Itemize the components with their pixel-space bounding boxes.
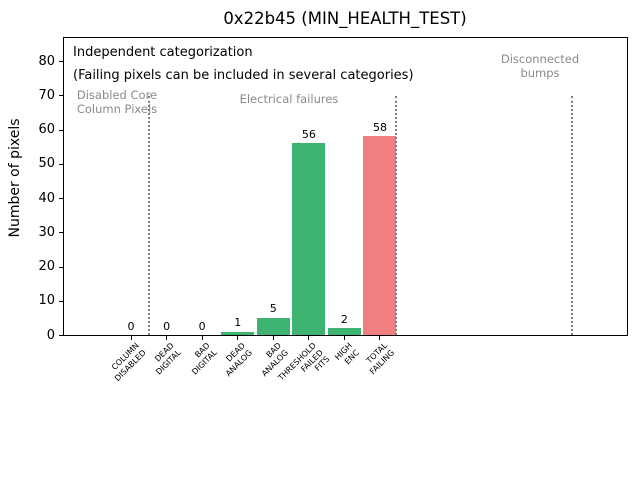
bar-value-label: 2 [340, 312, 348, 326]
x-tick-label: DEAD DIGITAL [153, 341, 183, 377]
bar-value-label: 0 [163, 319, 171, 333]
x-tick-mark [379, 336, 381, 340]
bar-value-label: 0 [127, 319, 135, 333]
region-separator-line [148, 96, 150, 335]
y-tick-label: 80 [38, 53, 55, 69]
plot-area: 0 10 20 30 40 50 60 70 80 0 COLUMN DISABLED 0 DEAD D… [38, 37, 628, 383]
y-tick-mark [59, 266, 63, 268]
x-tick-mark [237, 336, 239, 340]
bar-threshold-failed-fits [292, 143, 326, 335]
x-tick-mark [166, 336, 168, 340]
x-tick-mark [272, 336, 274, 340]
y-tick-label: 20 [38, 259, 55, 274]
x-tick-label: TOTAL FAILING [365, 341, 397, 376]
region-label-disconnected-bumps: Disconnected bumps [500, 52, 580, 80]
x-tick-mark [130, 336, 132, 340]
y-tick-label: 70 [38, 87, 55, 103]
x-tick-mark [201, 336, 203, 340]
y-tick-mark [59, 232, 63, 234]
y-tick-label: 60 [38, 122, 55, 137]
x-tick-label: BAD DIGITAL [189, 341, 219, 377]
bar-total-failing [363, 136, 397, 335]
y-tick-label: 40 [38, 190, 55, 206]
y-tick-mark [59, 335, 63, 336]
y-tick-label: 0 [46, 327, 55, 343]
bar-bad-analog [256, 317, 290, 335]
x-tick-mark [343, 336, 345, 340]
region-label-electrical-failures: Electrical failures [239, 92, 339, 106]
region-separator-line [395, 96, 397, 335]
y-tick-mark [59, 95, 63, 97]
region-separator-line [571, 96, 573, 335]
x-tick-label: HIGH ENC [332, 341, 361, 366]
bar-value-label: 0 [198, 319, 206, 333]
region-label-disabled-core: Disabled Core Column Pixels [76, 88, 158, 116]
bar-value-label: 5 [269, 302, 277, 316]
bar-high-enc [327, 328, 361, 335]
bar-value-label: 58 [372, 120, 387, 134]
y-tick-label: 30 [38, 224, 55, 240]
x-tick-mark [308, 336, 310, 340]
y-tick-mark [59, 129, 63, 131]
y-tick-mark [59, 163, 63, 165]
y-tick-label: 10 [38, 293, 55, 309]
y-tick-mark [59, 61, 63, 62]
bar-value-label: 56 [301, 127, 316, 141]
bar-dead-analog [221, 331, 255, 335]
chart-title: 0x22b45 (MIN_HEALTH_TEST) [223, 9, 467, 28]
x-tick-label: DEAD ANALOG [223, 341, 254, 378]
independent-categorization-note: Independent categorization [73, 45, 253, 60]
x-tick-label: COLUMN DISABLED [109, 341, 148, 383]
y-tick-label: 50 [38, 156, 55, 172]
y-tick-mark [59, 198, 63, 199]
several-categories-note: (Failing pixels can be included in sever… [73, 68, 414, 83]
y-tick-mark [59, 300, 63, 302]
bar-value-label: 1 [234, 316, 242, 330]
